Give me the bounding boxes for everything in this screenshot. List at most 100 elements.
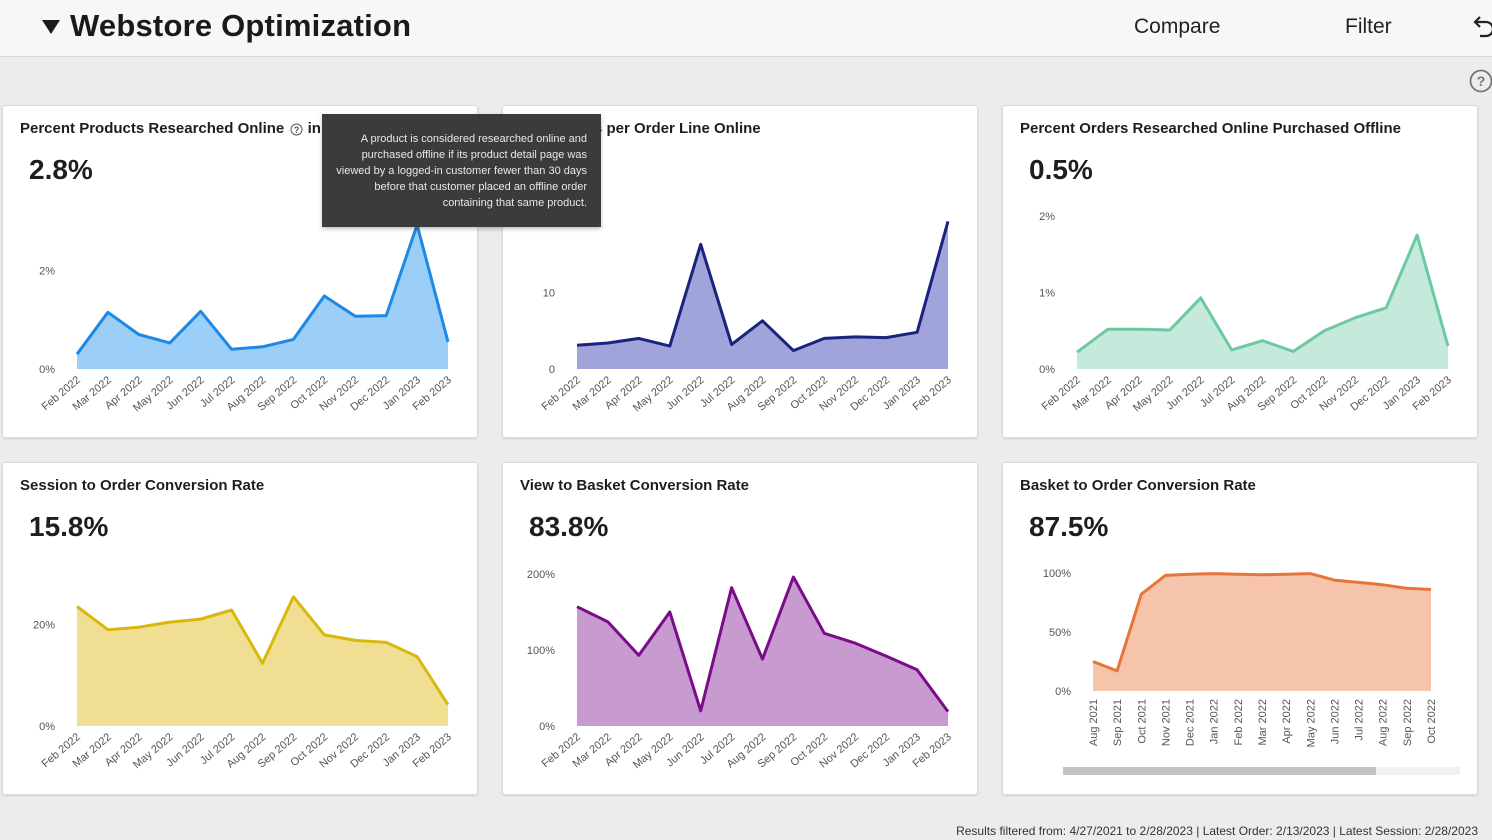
chart-scrollbar[interactable]	[1063, 767, 1460, 775]
undo-icon[interactable]	[1468, 12, 1492, 42]
area-chart: 0% 50% 100% Aug 2021 Sep 2021 Oct 2021 Nov 202…	[1043, 568, 1438, 747]
data-point[interactable]	[167, 619, 173, 625]
data-point[interactable]	[321, 293, 327, 299]
data-point[interactable]	[667, 609, 673, 615]
data-point[interactable]	[352, 637, 358, 643]
data-point[interactable]	[883, 653, 889, 659]
data-point[interactable]	[1383, 305, 1389, 311]
filter-button[interactable]: Filter	[1345, 15, 1392, 38]
data-point[interactable]	[852, 640, 858, 646]
page-title-toggle[interactable]: Webstore Optimization	[42, 8, 411, 44]
data-point[interactable]	[1352, 315, 1358, 321]
data-point[interactable]	[260, 344, 266, 350]
kpi-value: 2.8%	[29, 154, 93, 185]
data-point[interactable]	[290, 336, 296, 342]
data-point[interactable]	[414, 654, 420, 660]
data-point[interactable]	[605, 619, 611, 625]
data-point[interactable]	[698, 708, 704, 714]
collapse-caret-icon[interactable]	[42, 20, 60, 34]
data-point[interactable]	[821, 335, 827, 341]
data-point[interactable]	[445, 702, 451, 708]
data-point[interactable]	[321, 632, 327, 638]
data-point[interactable]	[605, 340, 611, 346]
data-point[interactable]	[352, 313, 358, 319]
help-icon[interactable]: ?	[1469, 69, 1492, 93]
data-point[interactable]	[260, 660, 266, 666]
y-tick-label: 20%	[33, 620, 55, 632]
data-point[interactable]	[636, 335, 642, 341]
data-point[interactable]	[136, 332, 142, 338]
data-point[interactable]	[105, 309, 111, 315]
data-point[interactable]	[760, 318, 766, 324]
card-view-to-basket-conversion: View to Basket Conversion Rate 83.8% 0% 1…	[502, 462, 978, 795]
card-title-text: Percent Products Researched Online	[20, 120, 285, 137]
data-point[interactable]	[636, 652, 642, 658]
data-point[interactable]	[1162, 572, 1168, 578]
data-point[interactable]	[914, 667, 920, 673]
data-point[interactable]	[821, 630, 827, 636]
data-point[interactable]	[1114, 668, 1120, 674]
data-point[interactable]	[790, 348, 796, 354]
data-point[interactable]	[1283, 571, 1289, 577]
data-point[interactable]	[1307, 571, 1313, 577]
data-point[interactable]	[383, 639, 389, 645]
data-point[interactable]	[229, 607, 235, 613]
data-point[interactable]	[74, 351, 80, 357]
data-point[interactable]	[914, 329, 920, 335]
data-point[interactable]	[1198, 295, 1204, 301]
data-point[interactable]	[852, 334, 858, 340]
x-tick-label: Oct 2022	[1426, 699, 1438, 744]
card-title: Percent Products Researched Online ? in	[20, 120, 321, 137]
data-point[interactable]	[136, 624, 142, 630]
compare-button[interactable]: Compare	[1134, 15, 1221, 38]
data-point[interactable]	[74, 603, 80, 609]
data-point[interactable]	[198, 308, 204, 314]
data-point[interactable]	[574, 604, 580, 610]
data-point[interactable]	[445, 339, 451, 345]
data-point[interactable]	[1414, 232, 1420, 238]
data-point[interactable]	[790, 574, 796, 580]
data-point[interactable]	[883, 335, 889, 341]
data-point[interactable]	[945, 709, 951, 715]
data-point[interactable]	[1090, 659, 1096, 665]
data-point[interactable]	[1404, 585, 1410, 591]
data-point[interactable]	[1167, 327, 1173, 333]
data-point[interactable]	[1136, 326, 1142, 332]
data-point[interactable]	[1290, 348, 1296, 354]
x-tick-label: Mar 2022	[1257, 699, 1269, 745]
data-point[interactable]	[1235, 571, 1241, 577]
data-point[interactable]	[1331, 577, 1337, 583]
data-point[interactable]	[1229, 347, 1235, 353]
data-point[interactable]	[229, 346, 235, 352]
data-point[interactable]	[945, 218, 951, 224]
data-point[interactable]	[698, 241, 704, 247]
data-point[interactable]	[1187, 571, 1193, 577]
data-point[interactable]	[1445, 343, 1451, 349]
info-icon[interactable]: ?	[290, 123, 303, 136]
data-point[interactable]	[1105, 326, 1111, 332]
data-point[interactable]	[1259, 572, 1265, 578]
data-point[interactable]	[729, 585, 735, 591]
page-title: Webstore Optimization	[70, 8, 412, 43]
data-point[interactable]	[167, 340, 173, 346]
data-point[interactable]	[1380, 582, 1386, 588]
chart-scrollbar-thumb[interactable]	[1063, 767, 1376, 775]
data-point[interactable]	[198, 616, 204, 622]
data-point[interactable]	[1211, 571, 1217, 577]
data-point[interactable]	[1428, 587, 1434, 593]
data-point[interactable]	[1356, 579, 1362, 585]
data-point[interactable]	[1260, 338, 1266, 344]
data-point[interactable]	[729, 342, 735, 348]
x-tick-label: May 2022	[1305, 699, 1317, 747]
data-point[interactable]	[1138, 591, 1144, 597]
data-point[interactable]	[1321, 328, 1327, 334]
x-tick-label: Jan 2022	[1209, 699, 1221, 744]
data-point[interactable]	[290, 594, 296, 600]
data-point[interactable]	[760, 656, 766, 662]
data-point[interactable]	[574, 342, 580, 348]
data-point[interactable]	[383, 313, 389, 319]
data-point[interactable]	[667, 343, 673, 349]
data-point[interactable]	[105, 627, 111, 633]
y-tick-label: 0%	[39, 721, 55, 733]
data-point[interactable]	[1074, 349, 1080, 355]
